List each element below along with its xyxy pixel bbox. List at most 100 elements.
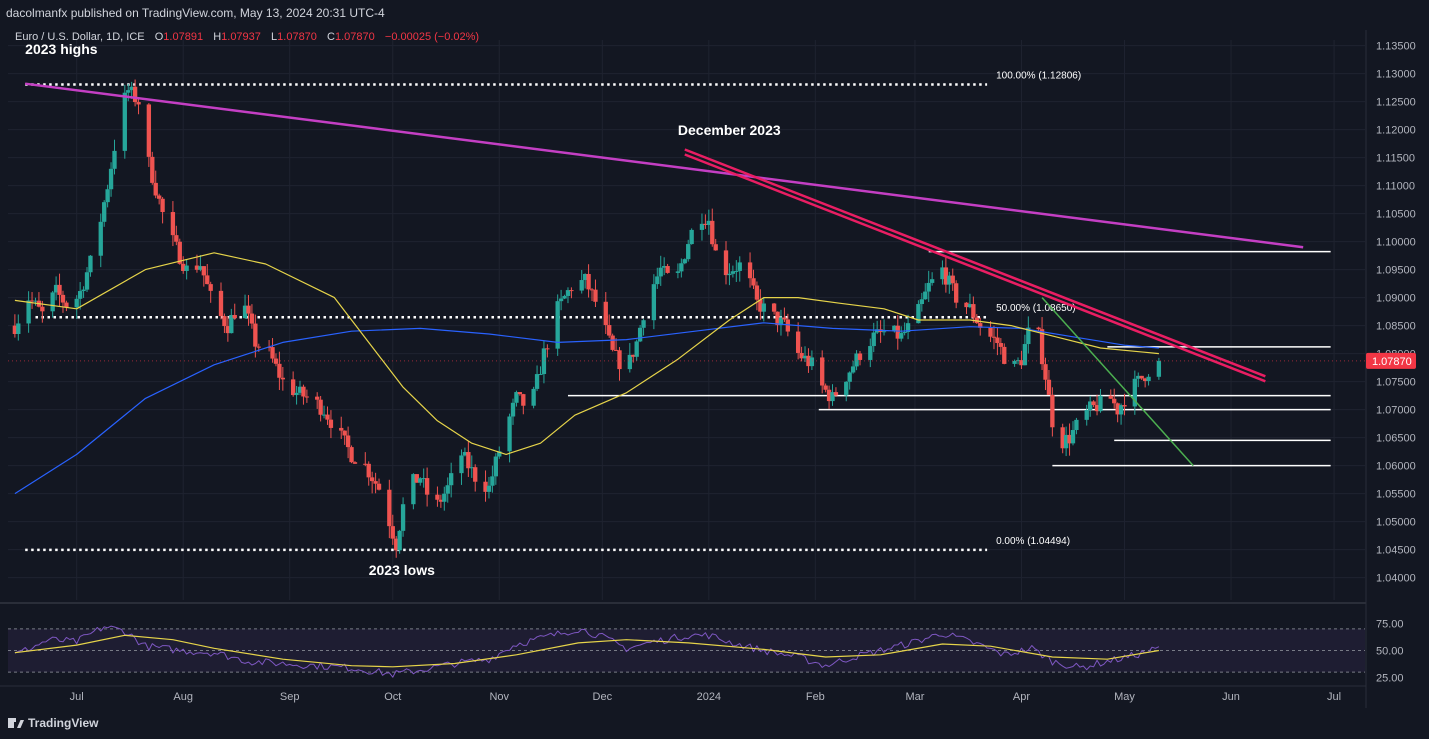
- candle-body: [349, 447, 354, 463]
- high-value: 1.07937: [221, 31, 261, 43]
- candle-body: [641, 320, 646, 328]
- candle-body: [438, 499, 444, 502]
- trendlines[interactable]: [25, 82, 1304, 467]
- candle-body: [675, 271, 681, 273]
- candle-body: [53, 284, 59, 293]
- candle-body: [892, 325, 897, 332]
- fib-level-label: 100.00% (1.12806): [996, 70, 1081, 81]
- chart-grid: [0, 40, 1366, 687]
- candle-body: [328, 419, 334, 428]
- candle-body: [88, 255, 93, 273]
- rsi-tick-label: 75.00: [1376, 618, 1404, 630]
- candle-body: [1115, 403, 1120, 415]
- candle-body: [1002, 346, 1007, 364]
- candle-body: [12, 325, 18, 334]
- y-tick-label: 1.04500: [1376, 545, 1416, 557]
- candle-body: [205, 275, 210, 285]
- candle-body: [1074, 419, 1079, 431]
- candle-body: [273, 358, 279, 364]
- candle-body: [809, 357, 815, 367]
- candle-body: [823, 385, 828, 390]
- candle-body: [1022, 344, 1028, 366]
- candle-body: [442, 493, 447, 502]
- candle-body: [57, 284, 62, 295]
- candle-body: [545, 348, 550, 350]
- close-label: C: [327, 31, 335, 43]
- candle-body: [627, 354, 632, 370]
- candle-body: [665, 266, 670, 273]
- candle-body: [998, 343, 1004, 347]
- candle-body: [339, 427, 344, 431]
- candle-body: [603, 301, 608, 326]
- time-axis[interactable]: Jul Aug Sep Oct Nov Dec 2024 Feb Mar Apr May Jun Jul: [70, 691, 1341, 703]
- candle-body: [699, 223, 705, 230]
- candle-body: [778, 317, 784, 326]
- candle-body: [466, 452, 471, 469]
- annotation-label: 2023 highs: [25, 41, 98, 57]
- rsi-line: [14, 625, 1160, 678]
- candle-body: [723, 250, 729, 276]
- candle-body: [497, 451, 502, 457]
- candle-body: [514, 392, 519, 403]
- candle-body: [727, 273, 732, 276]
- candle-body: [469, 467, 474, 469]
- candle-body: [1146, 376, 1151, 382]
- open-label: O: [154, 31, 164, 43]
- x-tick-label: Mar: [905, 691, 924, 703]
- candle-body: [297, 386, 303, 393]
- candle-body: [229, 315, 234, 334]
- candle-body: [679, 263, 684, 272]
- candle-body: [854, 353, 859, 367]
- candle-body: [651, 284, 657, 321]
- candle-body: [631, 354, 636, 357]
- candle-body: [919, 299, 924, 305]
- candle-body: [397, 530, 402, 551]
- candle-body: [686, 244, 691, 260]
- candle-body: [988, 327, 993, 337]
- candle-body: [387, 489, 392, 527]
- candle-body: [971, 304, 976, 318]
- candle-body: [208, 284, 213, 291]
- candle-body: [366, 463, 371, 478]
- candle-body: [538, 374, 543, 376]
- y-tick-label: 1.09500: [1376, 265, 1416, 277]
- candle-body: [847, 372, 852, 382]
- fib-level-label: 0.00% (1.04494): [996, 536, 1070, 547]
- candle-body: [562, 295, 567, 299]
- candle-body: [582, 273, 588, 281]
- candle-body: [81, 289, 86, 292]
- tradingview-logo[interactable]: TradingView: [8, 716, 98, 730]
- candle-body: [108, 168, 114, 190]
- candle-body: [1088, 401, 1093, 411]
- candle-body: [579, 280, 584, 291]
- candle-body: [507, 416, 512, 452]
- candle-body: [761, 303, 766, 312]
- y-tick-label: 1.12500: [1376, 97, 1416, 109]
- candle-body: [325, 414, 330, 420]
- candle-body: [445, 485, 450, 494]
- candle-body: [923, 291, 928, 300]
- change-value: −0.00025 (−0.02%): [384, 31, 480, 43]
- candle-body: [607, 325, 612, 336]
- candle-body: [126, 90, 131, 93]
- candle-body: [586, 273, 591, 290]
- candle-body: [246, 305, 251, 314]
- candle-body: [1015, 360, 1021, 362]
- candle-body: [170, 212, 176, 236]
- candle-body: [249, 313, 255, 324]
- candle-body: [153, 182, 158, 196]
- moving-averages: [14, 252, 1159, 495]
- candle-body: [122, 92, 127, 151]
- candle-body: [978, 323, 983, 328]
- candle-body: [1118, 405, 1124, 415]
- candle-body: [905, 323, 911, 333]
- candle-body: [394, 538, 399, 551]
- candle-body: [1043, 364, 1048, 380]
- candle-body: [98, 221, 103, 256]
- candle-body: [177, 241, 182, 264]
- candle-body: [534, 374, 540, 389]
- price-axis[interactable]: 1.13500 1.13000 1.12500 1.12000 1.11500 1.110…: [8, 30, 1416, 708]
- candle-body: [486, 485, 492, 492]
- candle-body: [1132, 378, 1137, 407]
